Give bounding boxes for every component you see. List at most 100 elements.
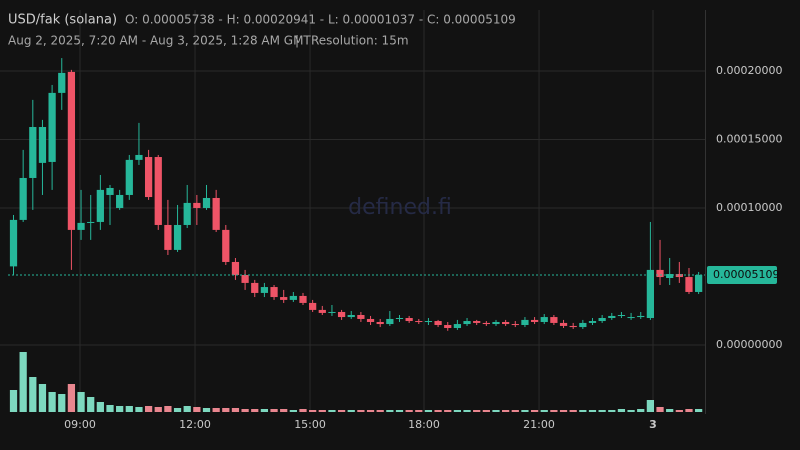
candle-body (415, 321, 423, 323)
candle-body (164, 224, 172, 250)
candle-body (318, 309, 326, 313)
candle-body (695, 274, 703, 292)
volume-bar (434, 410, 442, 412)
candle-body (357, 314, 365, 319)
candle-body (453, 324, 462, 329)
candle-body (241, 274, 249, 283)
candle-body (637, 315, 645, 318)
candle-body (386, 318, 394, 325)
candle-body (173, 224, 182, 250)
volume-bar (579, 410, 587, 412)
volume-bar (202, 408, 211, 412)
volume-bar (164, 406, 172, 412)
volume-bar (299, 409, 307, 412)
volume-bar (135, 407, 143, 412)
candle-body (251, 282, 259, 293)
candle-body (502, 321, 510, 325)
candle-body (289, 295, 297, 300)
candle-body (29, 127, 37, 178)
y-tick-label: 0.00015000 (716, 132, 782, 145)
volume-bar (415, 410, 423, 412)
volume-bar (376, 410, 384, 412)
candle-body (202, 197, 211, 208)
candle-body (212, 197, 220, 230)
last-price-label: 0.00005109 (713, 268, 779, 281)
volume-bar (473, 410, 481, 412)
volume-bar (424, 410, 433, 412)
volume-bar (29, 377, 37, 412)
candle-body (569, 325, 577, 328)
volume-bar (193, 407, 201, 412)
candle-body (617, 314, 626, 316)
candle-body (579, 322, 587, 328)
candle-body (444, 324, 452, 329)
x-tick-label: 15:00 (294, 418, 326, 431)
candle-body (260, 287, 269, 293)
volume-bar (260, 409, 269, 412)
volume-bar (144, 406, 153, 412)
candle-body (608, 315, 616, 319)
volume-bar (231, 408, 240, 412)
volume-bar (251, 409, 259, 412)
y-tick-label: 0.00020000 (716, 64, 782, 77)
candle-body (463, 321, 471, 325)
candle-body (87, 221, 95, 223)
volume-bar (366, 410, 375, 412)
candle-body (530, 319, 539, 322)
volume-bar (183, 406, 191, 412)
candle-body (675, 274, 683, 278)
candle-body (231, 261, 240, 275)
volume-bar (502, 410, 510, 412)
candle-body (309, 302, 317, 310)
candle-body (38, 127, 47, 163)
candle-body (48, 92, 56, 162)
volume-bar (511, 410, 519, 412)
candle-body (116, 194, 124, 208)
candle-body (144, 157, 153, 198)
candle-body (222, 229, 230, 262)
volume-bar (116, 406, 124, 412)
volume-bar (395, 410, 404, 412)
x-tick-label: 09:00 (64, 418, 96, 431)
candle-body (473, 321, 481, 323)
candle-body (328, 311, 336, 313)
candle-body (9, 219, 18, 267)
volume-bar (337, 410, 346, 412)
volume-bar (38, 384, 47, 412)
volume-bar (492, 410, 500, 412)
candle-body (550, 317, 558, 323)
volume-bar (357, 410, 365, 412)
volume-bar (19, 352, 27, 412)
volume-bar (685, 409, 693, 412)
candle-body (77, 222, 85, 230)
volume-bar (569, 410, 577, 412)
volume-bar (347, 410, 355, 412)
candle-body (280, 297, 288, 300)
volume-bar (637, 409, 645, 412)
volume-bar (289, 410, 297, 412)
volume-bar (48, 392, 56, 412)
volume-bar (125, 406, 133, 412)
volume-bar (588, 410, 597, 412)
candle-body (666, 274, 674, 278)
volume-bar (530, 410, 539, 412)
volume-bar (9, 390, 18, 412)
volume-bar (463, 410, 471, 412)
candle-body (395, 318, 404, 320)
candle-body (19, 177, 27, 220)
candle-body (434, 321, 442, 325)
candle-body (135, 154, 143, 160)
volume-bar (106, 405, 114, 412)
volume-bar (627, 410, 635, 412)
candle-body (337, 311, 346, 318)
resolution: Resolution: 15m (311, 34, 409, 48)
volume-bar (608, 410, 616, 412)
x-tick-label: 3 (649, 418, 657, 431)
volume-bar (695, 409, 703, 412)
volume-bar (270, 409, 278, 412)
separator: | (295, 34, 299, 48)
candle-body (67, 71, 76, 230)
candle-body (58, 72, 66, 93)
volume-bar (212, 408, 220, 412)
